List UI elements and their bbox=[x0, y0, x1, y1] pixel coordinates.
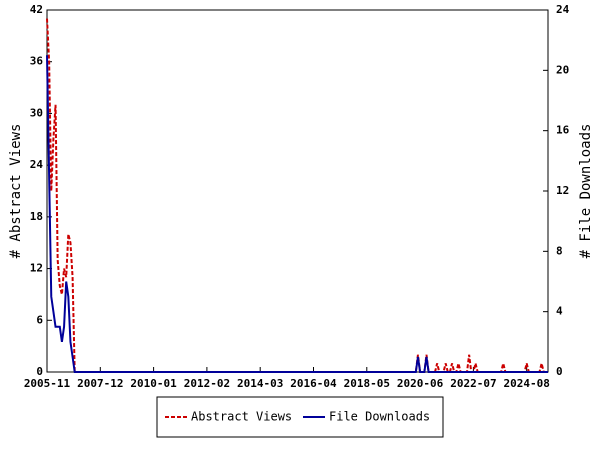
y2-tick-label: 24 bbox=[556, 3, 570, 16]
y2-tick-label: 4 bbox=[556, 305, 563, 318]
x-tick-label: 2020-06 bbox=[397, 377, 444, 390]
x-tick-label: 2024-08 bbox=[504, 377, 550, 390]
data-line bbox=[46, 18, 548, 373]
y-axis-title: # Abstract Views bbox=[8, 124, 24, 259]
y2-axis-title: # File Downloads bbox=[578, 124, 594, 259]
y-tick-label: 0 bbox=[36, 365, 43, 378]
y-tick-label: 24 bbox=[30, 158, 44, 171]
y-tick-label: 30 bbox=[30, 106, 43, 119]
x-tick-label: 2012-02 bbox=[184, 377, 230, 390]
x-tick-label: 2016-04 bbox=[290, 377, 337, 390]
x-tick-label: 2014-03 bbox=[237, 377, 283, 390]
legend-label: Abstract Views bbox=[191, 410, 292, 424]
legend-box bbox=[156, 396, 444, 438]
data-line bbox=[46, 55, 548, 373]
y2-tick-label: 20 bbox=[556, 63, 569, 76]
y2-tick-label: 0 bbox=[556, 365, 563, 378]
y2-tick-label: 16 bbox=[556, 124, 570, 137]
y2-tick-label: 8 bbox=[556, 244, 563, 257]
y-tick-label: 42 bbox=[30, 3, 43, 16]
y-tick-label: 12 bbox=[30, 262, 43, 275]
legend-label: File Downloads bbox=[329, 410, 430, 424]
y-tick-label: 18 bbox=[30, 210, 43, 223]
y-tick-label: 6 bbox=[36, 313, 43, 326]
x-tick-label: 2007-12 bbox=[77, 377, 123, 390]
y-tick-label: 36 bbox=[30, 55, 44, 68]
y2-tick-label: 12 bbox=[556, 184, 569, 197]
x-tick-label: 2018-05 bbox=[344, 377, 390, 390]
x-tick-label: 2022-07 bbox=[450, 377, 496, 390]
plot-frame bbox=[46, 9, 549, 373]
x-tick-label: 2005-11 bbox=[24, 377, 71, 390]
x-tick-label: 2010-01 bbox=[130, 377, 177, 390]
